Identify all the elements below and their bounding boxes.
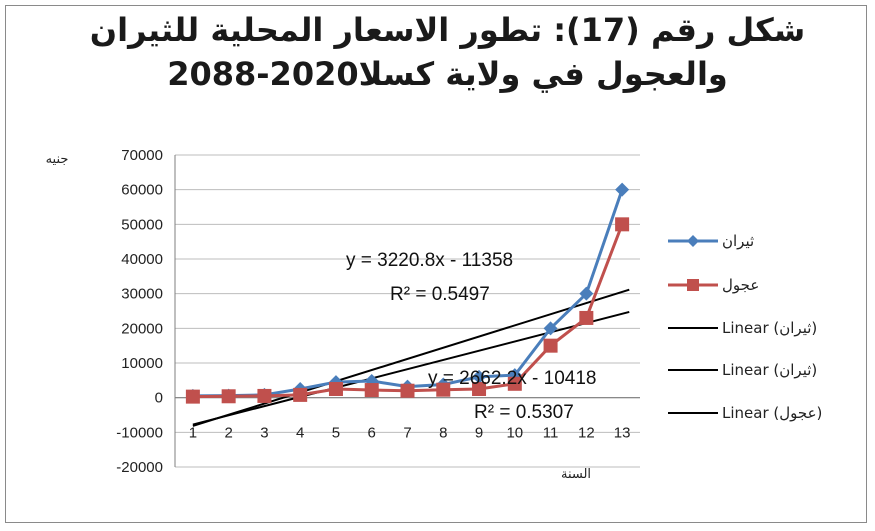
x-tick-label: 1 <box>189 425 197 442</box>
y-tick-label: -20000 <box>116 459 163 476</box>
trendline-equation: y = 2662.2x - 10418 <box>428 368 597 389</box>
data-point <box>257 388 272 403</box>
legend-label: عجول <box>722 276 759 294</box>
legend-label: ثيران <box>722 232 754 250</box>
legend-label: Linear (عجول) <box>722 404 822 422</box>
trendline-r2: R² = 0.5497 <box>390 284 490 305</box>
chart-title: شكل رقم (17): تطور الاسعار المحلية للثير… <box>89 11 806 93</box>
x-tick-label: 13 <box>614 425 631 442</box>
data-point <box>579 286 594 301</box>
chart-frame <box>5 5 867 523</box>
y-axis-label: جنيه <box>46 152 69 167</box>
x-tick-label: 3 <box>260 425 268 442</box>
x-tick-label: 4 <box>296 425 304 442</box>
data-point <box>400 383 415 398</box>
y-tick-label: 60000 <box>121 182 163 199</box>
y-tick-label: 70000 <box>121 147 163 164</box>
y-tick-label: 40000 <box>121 251 163 268</box>
x-tick-label: 10 <box>506 425 523 442</box>
x-tick-label: 9 <box>475 425 483 442</box>
y-tick-label: 30000 <box>121 286 163 303</box>
data-point <box>615 217 630 232</box>
trendline <box>192 288 630 427</box>
y-tick-label: 50000 <box>121 216 163 233</box>
x-tick-label: 2 <box>224 425 232 442</box>
x-tick-label: 7 <box>403 425 411 442</box>
trendline <box>192 310 630 426</box>
data-point <box>364 383 379 398</box>
trendline-equation: y = 3220.8x - 11358 <box>346 250 513 271</box>
legend-marker <box>687 235 699 247</box>
x-tick-label: 6 <box>368 425 376 442</box>
x-tick-label: 5 <box>332 425 340 442</box>
y-tick-label: -10000 <box>116 424 163 441</box>
data-point <box>543 321 558 336</box>
data-point <box>543 338 558 353</box>
data-point <box>293 387 308 402</box>
y-tick-label: 10000 <box>121 355 163 372</box>
data-point <box>579 310 594 325</box>
trendline-r2: R² = 0.5307 <box>474 402 574 423</box>
data-point <box>185 389 200 404</box>
legend-label: Linear (ثيران) <box>722 361 817 379</box>
legend-marker <box>687 279 699 291</box>
data-point <box>328 382 343 396</box>
data-point <box>472 369 487 384</box>
y-tick-label: 20000 <box>121 320 163 337</box>
legend-label: Linear (ثيران) <box>722 319 817 337</box>
x-axis-label: السنة <box>561 467 591 482</box>
data-point <box>507 376 522 391</box>
x-tick-label: 8 <box>439 425 447 442</box>
x-tick-label: 11 <box>543 425 559 442</box>
data-point <box>436 382 451 397</box>
x-tick-label: 12 <box>578 425 595 442</box>
data-point <box>221 389 236 404</box>
data-point <box>472 382 487 396</box>
data-point <box>615 182 630 197</box>
y-tick-label: 0 <box>155 390 163 407</box>
